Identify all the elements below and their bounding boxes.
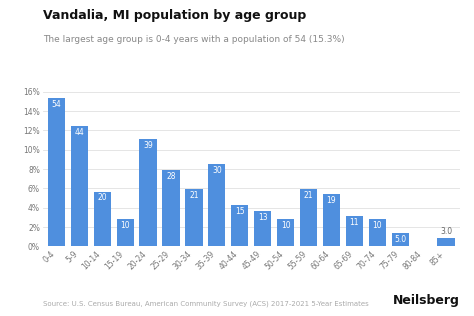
Bar [208,164,226,246]
Bar [231,205,248,246]
Text: The largest age group is 0-4 years with a population of 54 (15.3%): The largest age group is 0-4 years with … [43,35,344,44]
Text: 21: 21 [189,191,199,200]
Text: 15: 15 [235,207,245,216]
Text: 10: 10 [281,221,291,230]
Bar [185,189,202,246]
Text: 44: 44 [74,128,84,137]
Bar [438,238,455,246]
Bar [94,191,111,246]
Text: 10: 10 [373,221,382,230]
Bar [346,216,363,246]
Text: 28: 28 [166,172,176,180]
Bar [254,211,271,246]
Text: 39: 39 [143,141,153,150]
Bar [369,219,386,246]
Text: Source: U.S. Census Bureau, American Community Survey (ACS) 2017-2021 5-Year Est: Source: U.S. Census Bureau, American Com… [43,300,368,307]
Text: 19: 19 [327,196,336,205]
Bar [163,170,180,246]
Bar [117,219,134,246]
Text: 20: 20 [98,193,107,203]
Text: 13: 13 [258,213,267,222]
Text: Neilsberg: Neilsberg [393,294,460,307]
Bar [48,98,65,246]
Text: 21: 21 [304,191,313,200]
Bar [300,189,317,246]
Bar [277,219,294,246]
Text: 11: 11 [350,218,359,227]
Text: 3.0: 3.0 [440,227,452,236]
Text: 54: 54 [52,100,61,109]
Bar [139,139,157,246]
Bar [323,194,340,246]
Text: 10: 10 [120,221,130,230]
Bar [71,126,88,246]
Text: Vandalia, MI population by age group: Vandalia, MI population by age group [43,9,306,22]
Text: 5.0: 5.0 [394,235,406,244]
Text: 30: 30 [212,166,222,175]
Bar [392,233,409,246]
